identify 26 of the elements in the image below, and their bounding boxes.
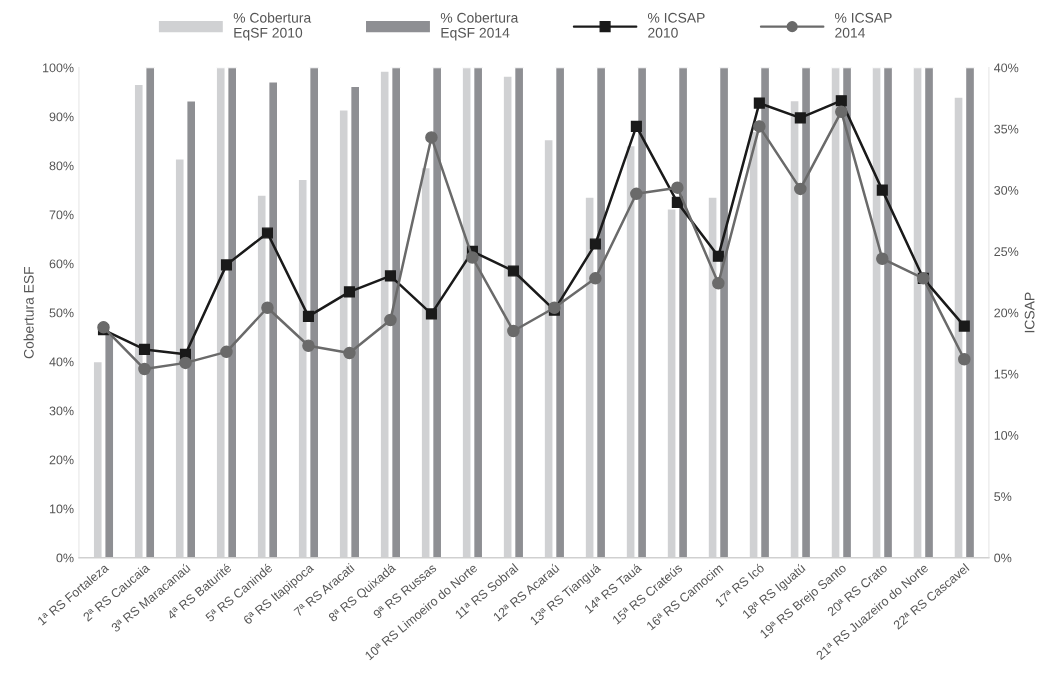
y-tick-label: 0%	[56, 553, 74, 563]
y-tick-label: 60%	[49, 259, 74, 269]
legend-label: % Cobertura EqSF 2014	[440, 12, 519, 41]
y-tick-label: 80%	[49, 161, 74, 171]
y2-tick-label: 10%	[994, 430, 1019, 440]
y2-tick-label: 25%	[994, 247, 1019, 257]
legend-label: % Cobertura EqSF 2010	[233, 12, 312, 41]
y-tick-label: 90%	[49, 112, 74, 122]
y2-tick-label: 5%	[994, 492, 1012, 502]
y-tick-label: 40%	[49, 357, 74, 367]
y2-axis-title: ICSAP	[1024, 292, 1035, 333]
y2-tick-label: 40%	[994, 63, 1019, 73]
legend-label: % ICSAP 2014	[835, 12, 892, 38]
y-tick-label: 100%	[43, 63, 74, 73]
y-tick-label: 20%	[49, 455, 74, 465]
y-tick-label: 50%	[49, 308, 74, 318]
y-axis-title: Cobertura ESF	[23, 266, 34, 359]
y2-tick-label: 0%	[994, 553, 1012, 563]
y2-tick-label: 20%	[994, 308, 1019, 318]
y-tick-label: 70%	[49, 210, 74, 220]
y2-tick-label: 15%	[994, 369, 1019, 379]
y-tick-label: 30%	[49, 406, 74, 416]
y2-tick-label: 30%	[994, 185, 1019, 195]
y-tick-label: 10%	[49, 504, 74, 514]
y2-tick-label: 35%	[994, 124, 1019, 134]
legend-label: % ICSAP 2010	[647, 12, 705, 38]
